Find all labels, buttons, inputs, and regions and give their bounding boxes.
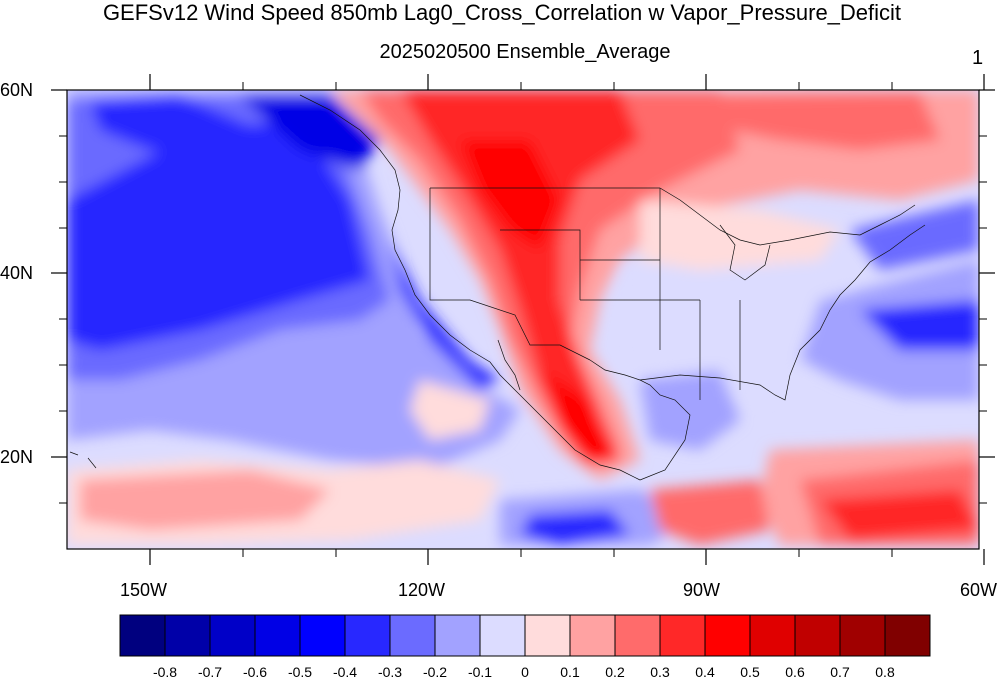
lat-label-20n: 20N [0,447,34,467]
colorbar-box [704,614,751,657]
colorbar-box [254,614,301,657]
colorbar-label: 0.7 [830,664,850,680]
colorbar-label: -0.7 [197,664,223,680]
lat-label-60n: 60N [0,80,34,100]
lon-label-150w: 150W [120,580,168,600]
colorbar-box [209,614,256,657]
lat-label-40n: 40N [0,263,34,283]
colorbar-box [434,614,481,657]
colorbar-box [884,614,931,657]
colorbar-box [614,614,661,657]
colorbar-label: 0.8 [875,664,895,680]
colorbar-box [344,614,391,657]
figure-title: GEFSv12 Wind Speed 850mb Lag0_Cross_Corr… [102,0,902,25]
colorbar-label: 0.6 [785,664,805,680]
figure-subtitle: 2025020500 Ensemble_Average [379,41,671,63]
colorbar-box [299,614,346,657]
colorbar-label: 0.1 [560,664,580,680]
colorbar-label: -0.2 [422,664,448,680]
colorbar-box [479,614,526,657]
colorbar-label: 0.4 [695,664,715,680]
colorbar-box [569,614,616,657]
colorbar-box [164,614,211,657]
colorbar-label: 0.2 [605,664,625,680]
colorbar-label: -0.3 [377,664,403,680]
colorbar-box [524,614,571,657]
coastline [69,94,926,481]
colorbar-box [794,614,841,657]
colorbar-label: -0.5 [287,664,313,680]
panel-number: 1 [972,47,984,69]
colorbar-label: 0.3 [650,664,670,680]
colorbar-label: -0.8 [152,664,178,680]
colorbar-box [839,614,886,657]
map-minor-ticks [59,82,987,557]
colorbar-box [119,614,166,657]
colorbar-label: 0 [521,664,529,680]
colorbar-box [749,614,796,657]
colorbar-label: -0.6 [242,664,268,680]
lon-label-60w: 60W [960,580,998,600]
map-ticks [51,74,995,565]
map-field [67,90,979,549]
lon-label-120w: 120W [398,580,446,600]
lon-label-90w: 90W [683,580,721,600]
colorbar-box [389,614,436,657]
colorbar-label: -0.1 [467,664,493,680]
colorbar-label: -0.4 [332,664,358,680]
colorbar-label: 0.5 [740,664,760,680]
colorbar-box [659,614,706,657]
